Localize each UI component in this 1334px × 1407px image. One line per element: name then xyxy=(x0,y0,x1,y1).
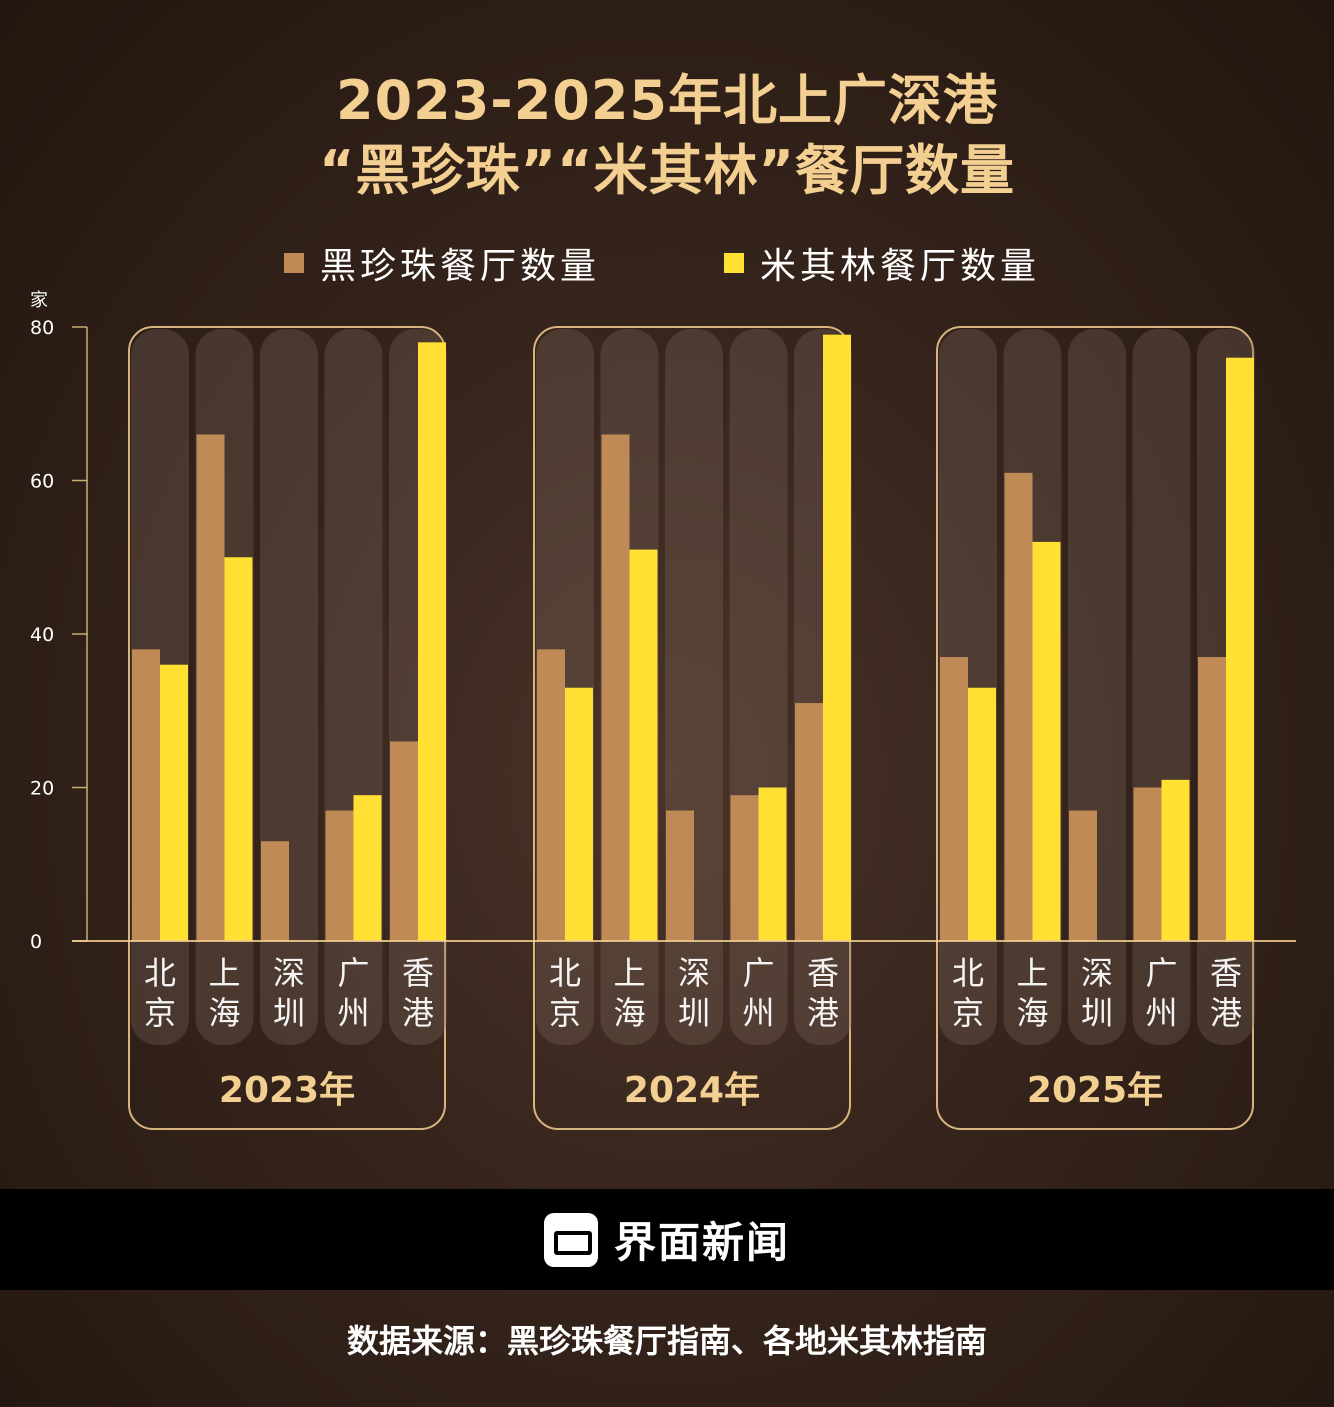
bar-michelin xyxy=(565,687,593,941)
bar-michelin xyxy=(1226,357,1254,941)
bar-black-pearl xyxy=(795,703,823,941)
bar-michelin xyxy=(758,787,787,941)
bar-black-pearl xyxy=(196,434,225,941)
city-label: 广 xyxy=(742,954,774,992)
bar-black-pearl xyxy=(325,810,354,941)
bar-black-pearl xyxy=(730,795,759,941)
city-label: 圳 xyxy=(1081,994,1113,1032)
city-label: 京 xyxy=(144,994,176,1032)
city-label: 广 xyxy=(1145,954,1177,992)
bar-black-pearl xyxy=(1198,657,1226,941)
footer-bar: 界面新闻 xyxy=(0,1189,1334,1290)
city-label: 京 xyxy=(549,994,581,1032)
city-label: 广 xyxy=(337,954,369,992)
y-tick-label-20: 20 xyxy=(30,778,54,800)
city-label: 港 xyxy=(807,994,839,1032)
bar-michelin xyxy=(1032,541,1061,941)
bar-michelin xyxy=(1161,779,1190,941)
bar-black-pearl xyxy=(132,649,160,941)
city-label: 圳 xyxy=(273,994,305,1032)
city-label: 港 xyxy=(402,994,434,1032)
legend-item-black-pearl: 黑珍珠餐厅数量 xyxy=(284,240,601,287)
city-label: 香 xyxy=(807,954,839,992)
bar-michelin xyxy=(823,334,851,941)
bar-chart: 家020406080北京上海深圳广州香港2023年北京上海深圳广州香港2024年… xyxy=(30,290,1296,1130)
city-label: 州 xyxy=(337,994,369,1032)
city-label: 深 xyxy=(1081,954,1113,992)
city-label: 州 xyxy=(742,994,774,1032)
y-axis-unit: 家 xyxy=(30,290,48,311)
city-label: 港 xyxy=(1210,994,1242,1032)
brand-logo-icon xyxy=(543,1212,598,1267)
city-label: 香 xyxy=(402,954,434,992)
city-label: 北 xyxy=(952,954,984,992)
city-label: 州 xyxy=(1145,994,1177,1032)
city-label: 深 xyxy=(273,954,305,992)
city-label: 海 xyxy=(208,994,240,1032)
legend-item-michelin: 米其林餐厅数量 xyxy=(724,240,1041,287)
bar-michelin xyxy=(160,664,188,941)
bar-michelin xyxy=(418,342,446,942)
legend-label-michelin: 米其林餐厅数量 xyxy=(760,246,1041,287)
bar-black-pearl xyxy=(1004,472,1033,941)
year-label: 2025年 xyxy=(1027,1070,1163,1111)
bar-michelin xyxy=(968,687,996,941)
city-label: 上 xyxy=(208,954,240,992)
y-tick-label-40: 40 xyxy=(30,624,54,646)
bar-black-pearl xyxy=(940,657,968,941)
city-label: 圳 xyxy=(678,994,710,1032)
y-tick-label-60: 60 xyxy=(30,471,54,493)
legend-swatch-michelin xyxy=(724,253,744,273)
bar-black-pearl xyxy=(601,434,630,941)
city-label: 海 xyxy=(1016,994,1048,1032)
city-label: 香 xyxy=(1210,954,1242,992)
chart-title-line2: “黑珍珠”“米其林”餐厅数量 xyxy=(319,139,1015,202)
bar-michelin xyxy=(629,549,658,941)
bar-michelin xyxy=(224,557,253,941)
city-label: 北 xyxy=(144,954,176,992)
bar-black-pearl xyxy=(1069,810,1097,941)
y-tick-label-0: 0 xyxy=(30,931,42,953)
brand-name: 界面新闻 xyxy=(613,1218,790,1267)
city-label: 京 xyxy=(952,994,984,1032)
city-label: 海 xyxy=(613,994,645,1032)
chart-title-line1: 2023-2025年北上广深港 xyxy=(336,69,998,132)
data-source: 数据来源：黑珍珠餐厅指南、各地米其林指南 xyxy=(346,1322,987,1360)
legend-swatch-black-pearl xyxy=(284,253,304,273)
year-label: 2023年 xyxy=(219,1070,355,1111)
city-label: 上 xyxy=(1016,954,1048,992)
bar-black-pearl xyxy=(261,841,289,941)
city-label: 上 xyxy=(613,954,645,992)
city-label: 北 xyxy=(549,954,581,992)
legend-label-black-pearl: 黑珍珠餐厅数量 xyxy=(320,246,601,287)
y-tick-label-80: 80 xyxy=(30,317,54,339)
city-label: 深 xyxy=(678,954,710,992)
bar-michelin xyxy=(353,795,382,941)
bar-black-pearl xyxy=(390,741,418,941)
bar-black-pearl xyxy=(1133,787,1162,941)
bar-black-pearl xyxy=(666,810,694,941)
bar-black-pearl xyxy=(537,649,565,941)
year-label: 2024年 xyxy=(624,1070,760,1111)
